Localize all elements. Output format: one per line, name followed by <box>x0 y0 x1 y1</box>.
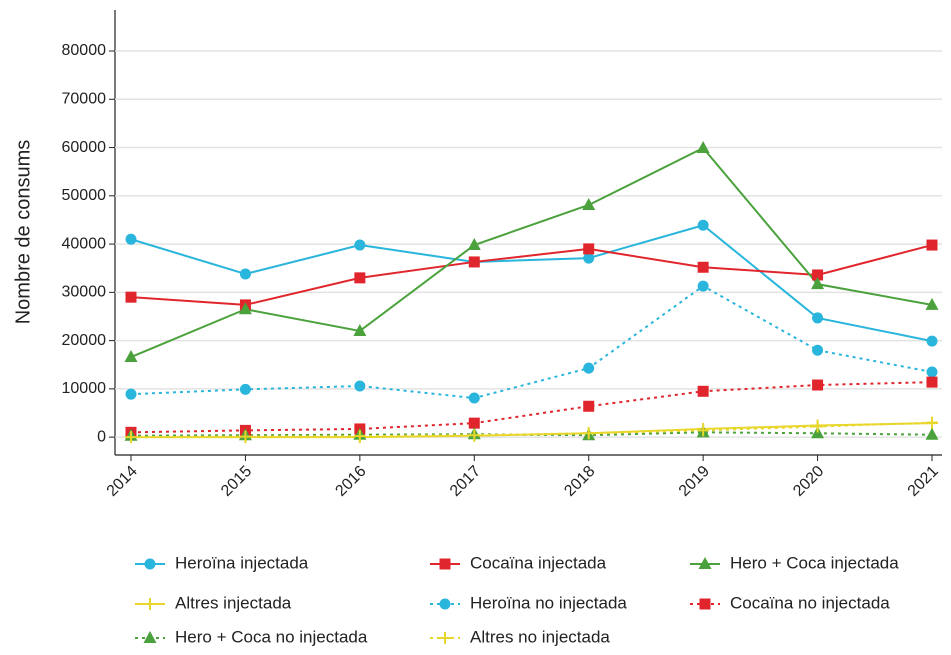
marker <box>354 272 366 284</box>
series-line <box>130 146 933 358</box>
legend-label: Heroïna no injectada <box>470 593 627 612</box>
legend-label: Cocaïna no injectada <box>730 593 890 612</box>
y-tick-label: 50000 <box>62 187 107 204</box>
marker <box>925 427 939 440</box>
legend-item: Hero + Coca no injectada <box>135 627 368 646</box>
marker <box>582 427 595 440</box>
marker <box>468 417 480 429</box>
marker <box>354 239 366 251</box>
marker <box>583 362 595 374</box>
legend-label: Heroïna injectada <box>175 553 309 572</box>
y-tick-label: 70000 <box>62 91 107 108</box>
marker <box>125 291 137 303</box>
legend-item: Heroïna no injectada <box>430 593 627 612</box>
marker <box>926 416 938 429</box>
marker <box>811 420 824 433</box>
legend-label: Hero + Coca injectada <box>730 553 899 572</box>
marker <box>926 239 938 251</box>
marker <box>468 256 480 268</box>
marker <box>926 366 938 378</box>
marker <box>812 379 824 391</box>
marker <box>812 344 824 356</box>
marker <box>439 558 451 570</box>
y-tick-label: 30000 <box>62 284 107 301</box>
marker <box>124 350 138 363</box>
series-line <box>130 284 933 400</box>
marker <box>353 430 366 443</box>
legend-item: Heroïna injectada <box>135 553 309 572</box>
marker <box>811 277 825 290</box>
x-tick-label: 2014 <box>104 463 141 500</box>
marker <box>238 302 252 315</box>
x-tick-label: 2016 <box>332 463 369 500</box>
legend-item: Cocaïna injectada <box>430 553 607 572</box>
marker <box>697 385 709 397</box>
marker <box>239 430 252 443</box>
marker <box>125 233 137 245</box>
marker <box>144 558 156 570</box>
marker <box>926 335 938 347</box>
marker <box>468 429 481 442</box>
x-tick-label: 2015 <box>218 463 255 500</box>
x-tick-label: 2020 <box>790 463 827 500</box>
marker <box>353 323 367 336</box>
y-axis-label: Nombre de consums <box>12 140 34 325</box>
marker <box>239 383 251 395</box>
series-line <box>130 421 933 439</box>
y-tick-label: 60000 <box>62 139 107 156</box>
legend-label: Hero + Coca no injectada <box>175 627 368 646</box>
marker <box>697 424 710 437</box>
marker <box>699 598 711 610</box>
y-tick-label: 0 <box>97 428 106 445</box>
marker <box>583 400 595 412</box>
marker <box>239 268 251 280</box>
marker <box>925 297 939 310</box>
legend-item: Altres no injectada <box>430 627 610 646</box>
x-tick-label: 2018 <box>561 463 598 500</box>
marker <box>467 238 481 251</box>
marker <box>439 598 451 610</box>
marker <box>698 557 712 569</box>
marker <box>697 219 709 231</box>
marker <box>125 388 137 400</box>
marker <box>697 261 709 273</box>
marker <box>696 141 710 154</box>
marker <box>354 380 366 392</box>
y-tick-label: 10000 <box>62 380 107 397</box>
marker <box>468 392 480 404</box>
marker <box>582 197 596 210</box>
legend-label: Cocaïna injectada <box>470 553 607 572</box>
marker <box>926 376 938 388</box>
marker <box>812 312 824 324</box>
y-tick-label: 80000 <box>62 42 107 59</box>
series-line <box>130 224 933 343</box>
x-tick-label: 2017 <box>447 463 484 500</box>
marker <box>439 632 451 644</box>
legend-item: Cocaïna no injectada <box>690 593 890 612</box>
marker <box>583 252 595 264</box>
legend-label: Altres no injectada <box>470 627 610 646</box>
series-line <box>130 381 933 434</box>
legend-item: Altres injectada <box>135 593 292 612</box>
x-tick-label: 2019 <box>676 463 713 500</box>
legend-label: Altres injectada <box>175 593 292 612</box>
marker <box>812 269 824 281</box>
legend-item: Hero + Coca injectada <box>690 553 899 572</box>
series-line <box>130 244 933 306</box>
x-tick-label: 2021 <box>905 463 942 500</box>
y-tick-label: 40000 <box>62 235 107 252</box>
marker <box>144 598 156 610</box>
y-tick-label: 20000 <box>62 332 107 349</box>
marker <box>125 431 137 444</box>
marker <box>697 280 709 292</box>
marker <box>143 631 157 643</box>
marker <box>583 243 595 255</box>
